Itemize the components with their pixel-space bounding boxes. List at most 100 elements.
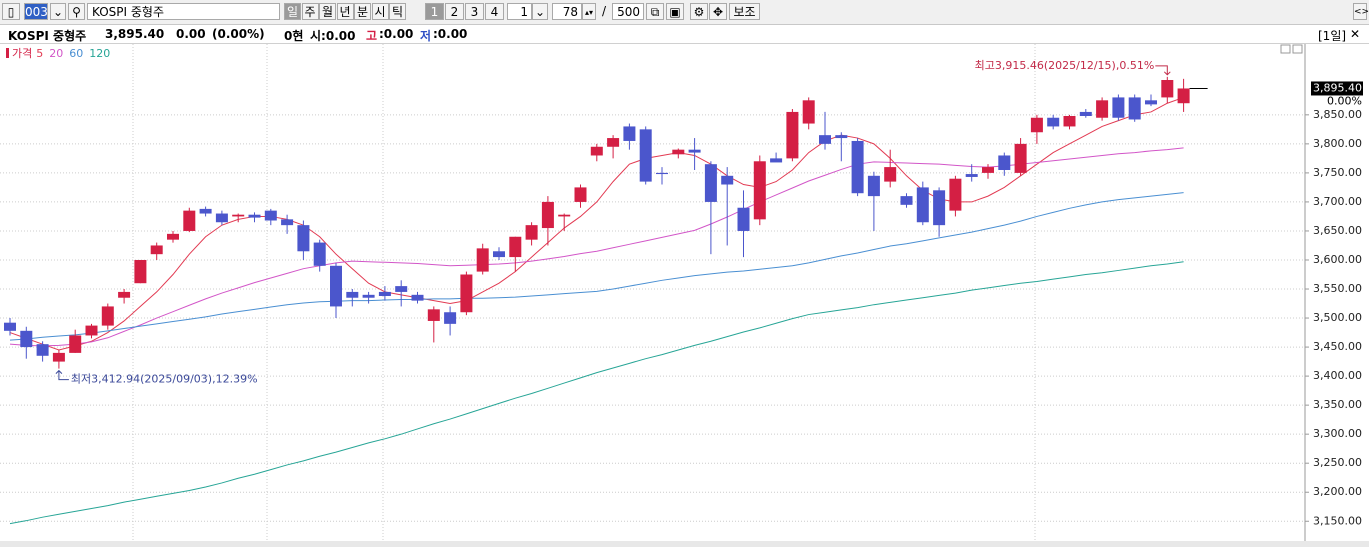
high: :0.00 — [379, 27, 414, 41]
moving-average-line — [9, 261, 1184, 525]
y-tick-label: 3,500.00 — [1313, 311, 1362, 324]
candle-body — [965, 174, 978, 177]
candle-body — [786, 111, 799, 159]
candle-body — [85, 325, 98, 336]
candle-body — [118, 291, 131, 298]
candle-body — [20, 330, 33, 348]
period-button[interactable]: 주 — [301, 3, 319, 20]
last-price-label: 3,895.40 — [1313, 81, 1362, 94]
candle-body — [101, 306, 114, 326]
candle-body — [232, 214, 245, 217]
candle-body — [851, 140, 864, 194]
candle-body — [998, 155, 1011, 170]
settings-button[interactable]: ⚙ — [690, 3, 708, 20]
candle-body — [770, 158, 783, 163]
count-dropdown[interactable]: ⌄ — [532, 3, 548, 20]
candle-body — [884, 167, 897, 182]
close-button[interactable]: ✕ — [1350, 27, 1361, 41]
visible-spin[interactable]: ▴▾ — [582, 3, 596, 20]
collapse-button[interactable]: <> — [1353, 3, 1369, 20]
total-input[interactable]: 500 — [612, 3, 644, 20]
y-tick-label: 3,800.00 — [1313, 137, 1362, 150]
y-tick-label: 3,350.00 — [1313, 398, 1362, 411]
open: 시:0.00 — [310, 29, 356, 43]
candle-body — [199, 208, 212, 214]
page-button[interactable]: 4 — [485, 3, 504, 20]
min-arrow — [55, 369, 69, 381]
candle-body — [704, 164, 717, 202]
code-dropdown[interactable]: ⌄ — [50, 3, 66, 20]
candle-body — [1079, 111, 1092, 116]
candle-body — [1030, 117, 1043, 133]
candle-body — [525, 225, 538, 240]
candle-body — [52, 352, 65, 362]
candle-body — [623, 126, 636, 141]
search-button[interactable]: ⚲ — [68, 3, 85, 20]
name-field[interactable]: KOSPI 중형주 — [87, 3, 280, 20]
candle-body — [835, 135, 848, 139]
candle-body — [444, 312, 457, 324]
visible-input[interactable]: 78 — [552, 3, 582, 20]
candle-body — [493, 251, 505, 258]
legend-entry: 20 — [49, 47, 63, 60]
rate: (0.00%) — [212, 27, 265, 41]
candle-body — [639, 129, 652, 182]
candle-body — [330, 265, 342, 307]
candle-body — [737, 207, 750, 231]
period-button[interactable]: 틱 — [389, 3, 406, 20]
candle-body — [378, 291, 391, 296]
count-input[interactable]: 1 — [507, 3, 532, 20]
page-button[interactable]: 1 — [425, 3, 444, 20]
candle-body — [1047, 117, 1060, 127]
last-price-box — [1311, 81, 1363, 96]
candle-body — [150, 245, 163, 255]
legend-entry: 5 — [36, 47, 43, 60]
candle-body — [541, 201, 554, 229]
period-button[interactable]: 분 — [354, 3, 371, 20]
candle-body — [1112, 97, 1125, 118]
y-tick-label: 3,400.00 — [1313, 369, 1362, 382]
candle-body — [753, 161, 766, 220]
page-button[interactable]: 3 — [465, 3, 484, 20]
candle-body — [427, 309, 440, 321]
candle-body — [867, 175, 880, 197]
panel-max-icon[interactable] — [1280, 44, 1291, 54]
period-button[interactable]: 시 — [371, 3, 389, 20]
candle-body — [411, 294, 424, 301]
y-tick-label: 3,200.00 — [1313, 485, 1362, 498]
change: 0.00 — [176, 27, 206, 41]
period-button[interactable]: 월 — [319, 3, 336, 20]
candle-body — [36, 344, 49, 356]
min-annotation: 최저3,412.94(2025/09/03),12.39% — [71, 373, 258, 386]
moving-average-line — [9, 192, 1184, 341]
y-tick-label: 3,700.00 — [1313, 195, 1362, 208]
high-label: 고 — [366, 29, 378, 43]
aux-button[interactable]: 보조 — [729, 3, 760, 20]
bottom-bar — [0, 541, 1369, 547]
candle-body — [672, 149, 685, 155]
period-label: [1일] — [1318, 29, 1347, 43]
save-button[interactable]: ▣ — [666, 3, 684, 20]
y-tick-label: 3,550.00 — [1313, 282, 1362, 295]
y-tick-label: 3,150.00 — [1313, 514, 1362, 527]
candle-body — [167, 233, 179, 240]
legend-swatch — [6, 48, 9, 58]
candle-body — [916, 187, 929, 223]
candle-body — [802, 100, 815, 124]
candle-body — [949, 178, 962, 211]
new-window-button[interactable]: ⧉ — [646, 3, 664, 20]
period-button[interactable]: 년 — [336, 3, 354, 20]
code-input[interactable]: 003 — [24, 3, 48, 20]
candle-body — [1128, 97, 1141, 120]
page-button[interactable]: 2 — [445, 3, 464, 20]
candle-body — [460, 274, 473, 313]
period-button[interactable]: 일 — [284, 3, 301, 20]
panel-close-icon[interactable] — [1292, 44, 1303, 54]
separator: / — [602, 4, 607, 18]
moving-average-line — [9, 96, 1184, 351]
index-name: KOSPI 중형주 — [8, 29, 87, 43]
y-tick-label: 3,850.00 — [1313, 108, 1362, 121]
move-button[interactable]: ✥ — [709, 3, 727, 20]
panel-button[interactable]: ▯ — [2, 3, 20, 20]
